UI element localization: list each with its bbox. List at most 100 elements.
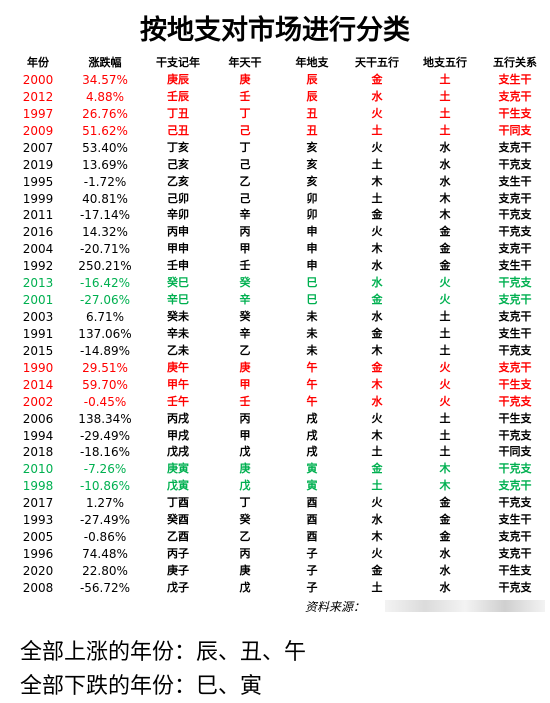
- table-cell: 木: [439, 462, 451, 476]
- table-cell: 癸: [239, 513, 251, 527]
- table-cell: 金: [439, 225, 451, 239]
- table-cell: 金: [371, 73, 383, 86]
- table-cell: 寅: [306, 462, 318, 476]
- table-cell: 支生干: [498, 259, 532, 273]
- table-cell: 戊: [239, 445, 251, 459]
- table-cell: 土: [371, 191, 383, 205]
- table-cell: 土: [371, 580, 383, 594]
- table-cell: 丁丑: [167, 106, 189, 120]
- table-cell: 水: [371, 89, 383, 103]
- table-cell: 水: [439, 563, 451, 577]
- table-cell: 干克支: [498, 343, 532, 357]
- table-cell: 支克干: [498, 242, 532, 256]
- table-cell: 支克干: [498, 479, 532, 493]
- table-cell: 乙: [239, 530, 251, 544]
- table-cell: -1.72%: [83, 174, 127, 189]
- table-cell: 壬申: [167, 259, 189, 273]
- table-cell: 支生干: [498, 73, 532, 86]
- table-cell: 丁亥: [167, 140, 189, 154]
- table-cell: 子: [306, 580, 318, 594]
- table-cell: 2019: [22, 157, 54, 172]
- table-cell: 癸: [239, 310, 251, 324]
- table-cell: 癸未: [167, 310, 189, 324]
- table-cell: -27.06%: [79, 293, 131, 308]
- blurred-source: [385, 600, 545, 612]
- table-cell: 丙子: [167, 547, 189, 561]
- table-cell: 137.06%: [78, 326, 132, 341]
- table-cell: 木: [371, 242, 383, 256]
- table-cell: 2001: [22, 293, 54, 308]
- table-cell: 土: [439, 310, 451, 324]
- table-cell: 支克干: [498, 530, 532, 544]
- table-cell: 午: [306, 360, 318, 374]
- table-cell: 支生干: [498, 326, 532, 340]
- table-cell: 59.70%: [82, 377, 128, 392]
- table-cell: 甲申: [167, 242, 189, 256]
- table-cell: 干同支: [498, 445, 532, 459]
- table-cell: 乙: [239, 174, 251, 188]
- table-cell: 火: [371, 225, 383, 239]
- table-cell: 2015: [22, 343, 54, 358]
- table-cell: 亥: [306, 140, 318, 154]
- table-cell: 1990: [22, 360, 54, 375]
- table-cell: 甲: [239, 242, 251, 256]
- table-cell: 亥: [306, 174, 318, 188]
- table-cell: 火: [371, 140, 383, 154]
- table-cell: 14.32%: [82, 225, 128, 240]
- table-cell: 癸酉: [167, 513, 189, 527]
- table-cell: 酉: [306, 513, 318, 527]
- table-cell: 辰: [306, 73, 318, 86]
- table-cell: 木: [371, 377, 383, 391]
- table-cell: 水: [439, 547, 451, 561]
- table-cell: 丙戌: [167, 411, 189, 425]
- table-cell: 庚: [239, 73, 251, 86]
- table-cell: 木: [371, 428, 383, 442]
- table-cell: -29.49%: [79, 428, 131, 443]
- table-cell: 51.62%: [82, 123, 128, 138]
- table-cell: 水: [371, 513, 383, 527]
- table-cell: 丙申: [167, 225, 189, 239]
- table-cell: 干同支: [498, 123, 532, 137]
- table-cell: 1992: [22, 259, 54, 274]
- table-cell: 水: [439, 157, 451, 171]
- table-cell: 土: [439, 445, 451, 459]
- table-cell: -27.49%: [79, 513, 131, 528]
- table-cell: -17.14%: [79, 208, 131, 223]
- table-cell: 1993: [22, 513, 54, 528]
- table-cell: 戊寅: [167, 479, 189, 493]
- table-cell: 戊戌: [167, 445, 189, 459]
- table-cell: 壬辰: [167, 89, 189, 103]
- table-cell: -0.45%: [83, 394, 127, 409]
- table-cell: 午: [306, 394, 318, 408]
- table-cell: 辰: [306, 89, 318, 103]
- table-cell: 壬: [239, 259, 251, 273]
- table-cell: 丙: [239, 411, 251, 425]
- table-cell: 2016: [22, 225, 54, 240]
- table-cell: 甲戌: [167, 428, 189, 442]
- table-cell: 戌: [306, 428, 318, 442]
- table-cell: 戌: [306, 445, 318, 459]
- table-cell: 卯: [306, 208, 318, 222]
- table-cell: 干克支: [498, 580, 532, 594]
- table-cell: 53.40%: [82, 140, 128, 155]
- table-cell: 2002: [22, 394, 54, 409]
- table-cell: 未: [306, 343, 318, 357]
- table-cell: 2004: [22, 242, 54, 257]
- table-cell: 13.69%: [82, 157, 128, 172]
- table-cell: 火: [439, 394, 451, 408]
- column-header: 干支记年: [156, 56, 200, 69]
- table-cell: 22.80%: [82, 563, 128, 578]
- table-cell: 未: [306, 310, 318, 324]
- table-cell: 金: [371, 563, 383, 577]
- table-cell: 土: [439, 123, 451, 137]
- table-cell: 癸巳: [167, 276, 189, 290]
- table-cell: -56.72%: [79, 580, 131, 595]
- table-cell: 庚: [239, 563, 251, 577]
- table-cell: 2010: [22, 462, 54, 477]
- table-cell: 木: [371, 343, 383, 357]
- table-cell: 火: [439, 293, 451, 307]
- table-cell: 水: [439, 140, 451, 154]
- column-header: 年地支: [295, 56, 329, 69]
- table-cell: 金: [371, 293, 383, 307]
